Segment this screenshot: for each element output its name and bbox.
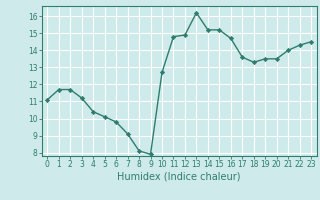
X-axis label: Humidex (Indice chaleur): Humidex (Indice chaleur)	[117, 172, 241, 182]
